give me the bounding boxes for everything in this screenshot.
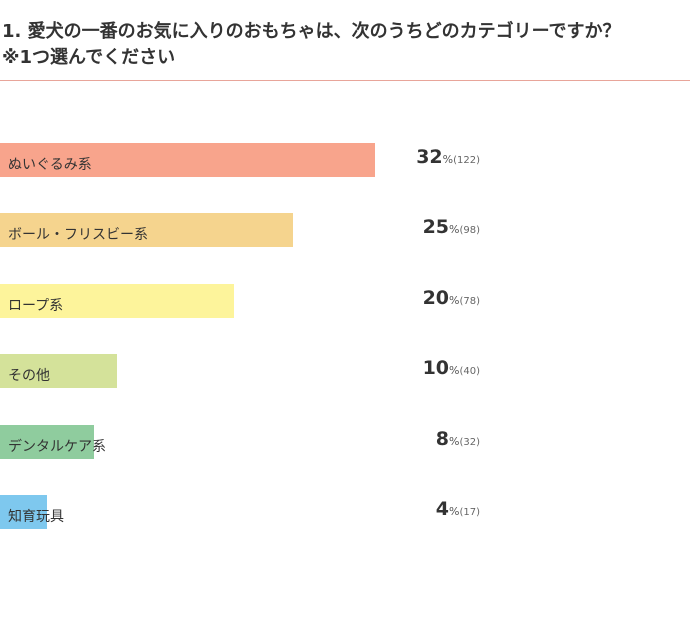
percent-label: 4%(17) (0, 498, 480, 520)
percent-sign: % (449, 435, 460, 448)
result-row: 知育玩具 4%(17) (0, 495, 699, 529)
result-bar (0, 354, 117, 388)
question-line-1: 1. 愛犬の一番のお気に入りのおもちゃは、次のうちどのカテゴリーですか？ (2, 21, 621, 42)
percent-value: 32 (416, 146, 443, 168)
percent-sign: % (449, 505, 460, 518)
category-label: その他 (8, 368, 50, 384)
category-label: 知育玩具 (8, 509, 64, 525)
result-row: ぬいぐるみ系 32%(122) (0, 143, 699, 177)
response-count: (122) (453, 155, 480, 166)
percent-value: 8 (435, 428, 450, 450)
result-bar (0, 213, 293, 247)
question-line-2: ※1つ選んでください (2, 47, 176, 68)
percent-sign: % (442, 153, 454, 166)
percent-label: 8%(32) (0, 428, 480, 450)
percent-value: 25 (422, 216, 450, 238)
percent-sign: % (449, 223, 460, 236)
result-bar (0, 284, 234, 318)
percent-label: 10%(40) (0, 357, 480, 379)
category-label: デンタルケア系 (8, 439, 106, 455)
result-bar (0, 143, 375, 177)
result-row: ボール・フリスビー系 25%(98) (0, 213, 699, 247)
result-bar (0, 425, 94, 459)
percent-label: 25%(98) (0, 216, 480, 238)
percent-value: 10 (422, 357, 450, 379)
response-count: (78) (459, 296, 480, 307)
percent-sign: % (449, 294, 460, 307)
response-count: (17) (459, 507, 480, 518)
response-count: (32) (459, 437, 480, 448)
category-label: ボール・フリスビー系 (8, 227, 148, 243)
percent-sign: % (449, 364, 460, 377)
divider (0, 80, 690, 81)
response-count: (40) (459, 366, 480, 377)
percent-value: 20 (422, 287, 450, 309)
result-row: その他 10%(40) (0, 354, 699, 388)
percent-label: 20%(78) (0, 287, 480, 309)
response-count: (98) (459, 225, 480, 236)
result-bar (0, 495, 47, 529)
question-title: 1. 愛犬の一番のお気に入りのおもちゃは、次のうちどのカテゴリーですか？ ※1つ… (2, 19, 692, 71)
percent-value: 4 (435, 498, 450, 520)
category-label: ぬいぐるみ系 (8, 157, 92, 173)
result-row: ロープ系 20%(78) (0, 284, 699, 318)
result-row: デンタルケア系 8%(32) (0, 425, 699, 459)
category-label: ロープ系 (8, 298, 64, 314)
percent-label: 32%(122) (0, 146, 480, 168)
